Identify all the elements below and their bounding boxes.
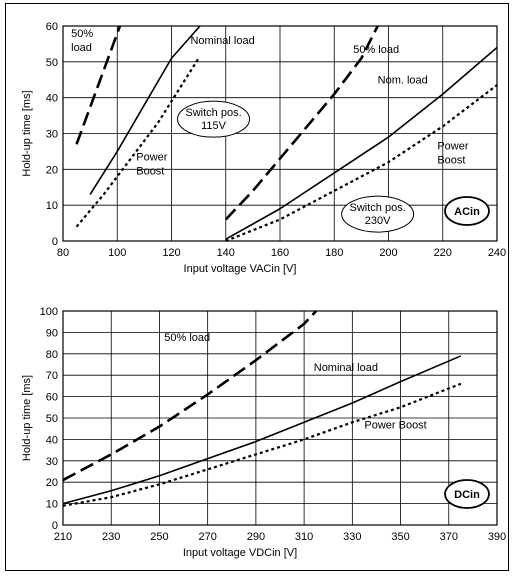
plot-frame (62, 25, 498, 242)
chart-1: 80 100 120 140 160 180 200 220 240 0 10 20 30 40 50 60 I… (21, 21, 506, 275)
x-tick-label: 290 (247, 531, 265, 543)
y-tick-label: 80 (46, 349, 58, 361)
switch-position-ellipse (177, 100, 251, 138)
y-tick-label: 20 (46, 164, 58, 176)
x-tick-label: 210 (54, 531, 72, 543)
x-tick-label: 370 (440, 531, 458, 543)
x-tick-label: 230 (102, 531, 120, 543)
ellipse-label: Switch pos. (185, 107, 241, 119)
y-tick-label: 100 (40, 306, 58, 318)
x-tick-label: 270 (198, 531, 216, 543)
x-tick-label: 80 (57, 247, 69, 259)
series-line-dot (62, 382, 462, 507)
x-tick-label: 350 (391, 531, 409, 543)
series-line-solid (225, 46, 498, 240)
y-tick-label: 0 (52, 520, 58, 532)
input-type-badge (444, 196, 490, 226)
curve-annotation: Nominal load (314, 362, 378, 374)
y-tick-label: 50 (46, 413, 58, 425)
x-axis-label: Input voltage VACin [V] (184, 263, 297, 275)
curve-annotation: Power Boost (364, 420, 426, 432)
ellipse-label: Switch pos. (350, 202, 406, 214)
y-tick-label: 50 (46, 57, 58, 69)
y-tick-label: 60 (46, 21, 58, 33)
x-tick-label: 200 (379, 247, 397, 259)
series-line-dash (62, 310, 318, 482)
y-tick-label: 20 (46, 477, 58, 489)
x-tick-label: 240 (488, 247, 506, 259)
switch-position-ellipse (341, 195, 415, 233)
curve-annotation: Nom. load (378, 74, 428, 86)
y-tick-label: 30 (46, 129, 58, 141)
x-tick-label: 330 (343, 531, 361, 543)
curve-annotation: 50% load (164, 332, 210, 344)
x-tick-label: 310 (295, 531, 313, 543)
y-tick-label: 10 (46, 200, 58, 212)
y-tick-label: 90 (46, 327, 58, 339)
x-tick-label: 120 (162, 247, 180, 259)
y-tick-label: 70 (46, 370, 58, 382)
input-type-badge-label: ACin (454, 206, 480, 218)
curve-annotation: load (71, 42, 92, 54)
x-tick-label: 140 (217, 247, 235, 259)
curve-annotation: Boost (136, 165, 164, 177)
curve-annotation: Power (437, 141, 469, 153)
y-tick-label: 40 (46, 93, 58, 105)
x-tick-label: 390 (488, 531, 506, 543)
page-frame (5, 3, 509, 571)
y-axis-label: Hold-up time [ms] (21, 375, 33, 461)
plot-frame (62, 310, 498, 526)
input-type-badge (444, 479, 490, 509)
series-line-dash (224, 25, 379, 221)
y-tick-label: 30 (46, 456, 58, 468)
chart-2: 210 230 250 270 290 310 330 350 370 390 0 10 20 30 40 5… (21, 306, 506, 559)
x-tick-label: 160 (271, 247, 289, 259)
series-line-solid (89, 25, 201, 195)
y-tick-label: 10 (46, 499, 58, 511)
curve-annotation: Nominal load (190, 35, 254, 47)
x-tick-label: 250 (150, 531, 168, 543)
series-line-solid (62, 355, 462, 505)
x-axis-label: Input voltage VDCin [V] (183, 547, 297, 559)
y-axis-label: Hold-up time [ms] (21, 90, 33, 176)
series-line-dot (75, 57, 200, 228)
x-tick-label: 220 (434, 247, 452, 259)
series-line-dot (225, 84, 498, 243)
curve-annotation: Boost (437, 155, 465, 167)
y-tick-label: 40 (46, 434, 58, 446)
y-tick-label: 60 (46, 392, 58, 404)
x-tick-label: 100 (108, 247, 126, 259)
input-type-badge-label: DCin (454, 489, 480, 501)
ellipse-label: 115V (201, 120, 227, 132)
ellipse-label: 230V (365, 215, 391, 227)
curve-annotation: Power (136, 151, 168, 163)
y-tick-label: 0 (52, 236, 58, 248)
curve-annotation: 50% (71, 28, 93, 40)
curve-annotation: 50% load (353, 44, 399, 56)
series-line-dash (75, 25, 122, 145)
x-tick-label: 180 (325, 247, 343, 259)
